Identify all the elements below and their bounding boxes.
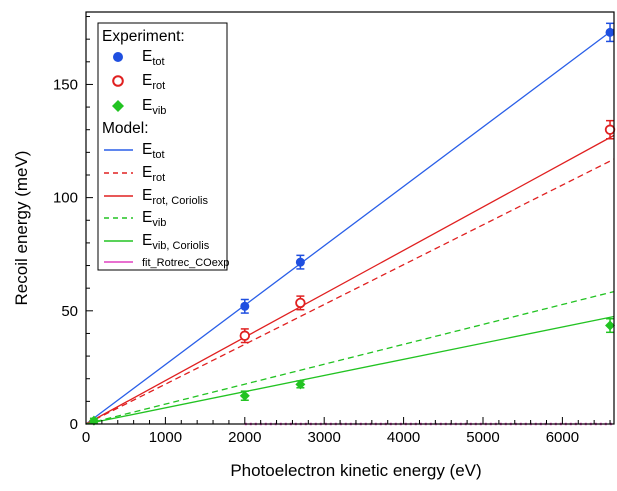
- y-tick-label: 150: [53, 76, 78, 93]
- legend-sample-0: [113, 52, 123, 62]
- model-line-0: [85, 28, 615, 425]
- y-tick-label: 100: [53, 190, 78, 207]
- marker-open-circle: [239, 330, 250, 341]
- x-tick-label: 6000: [546, 429, 579, 446]
- y-tick-label: 50: [61, 303, 78, 320]
- x-tick-label: 5000: [466, 429, 499, 446]
- legend-sample-1: [112, 75, 124, 87]
- axes: 0 1000 2000 3000 4000 5000 6000 0 50 100 150: [53, 11, 615, 446]
- legend-experiment-header: Experiment:: [102, 28, 185, 45]
- data-point-1-1: [295, 295, 306, 311]
- legend-label-6: Evib: [142, 209, 166, 229]
- data-point-2-3: [605, 317, 616, 334]
- marker-filled-diamond: [295, 379, 306, 390]
- x-tick-label: 1000: [149, 429, 182, 446]
- legend-model-header: Model:: [102, 120, 149, 137]
- model-line-4: [85, 315, 615, 425]
- marker-filled-diamond: [88, 415, 99, 426]
- legend-sample-2: [112, 100, 124, 112]
- legend-box: [97, 22, 228, 271]
- marker-filled-diamond: [605, 320, 616, 331]
- marker-filled-diamond: [239, 390, 250, 401]
- legend-label-5: Erot, Coriolis: [142, 187, 208, 207]
- legend-label-1: Erot: [142, 72, 165, 92]
- legend-label-2: Evib: [142, 97, 166, 117]
- data-point-2-2: [295, 379, 306, 390]
- marker-filled-circle: [240, 301, 250, 311]
- experiment-markers: [88, 22, 616, 426]
- model-line-2: [85, 134, 615, 425]
- data-point-0-2: [605, 22, 615, 43]
- legend-label-7: Evib, Coriolis: [142, 232, 210, 252]
- y-tick-label: 0: [70, 416, 78, 433]
- legend-label-4: Erot: [142, 164, 165, 184]
- legend-label-0: Etot: [142, 48, 165, 68]
- marker-open-circle: [295, 297, 306, 309]
- data-point-0-0: [240, 298, 250, 314]
- y-axis-label: Recoil energy (meV): [12, 151, 31, 306]
- marker-filled-circle: [605, 27, 615, 37]
- data-point-2-0: [88, 415, 99, 426]
- legend-label-8: fit_Rotrec_COexp: [142, 257, 229, 269]
- data-point-1-0: [239, 328, 250, 344]
- legend-label-3: Etot: [142, 141, 165, 161]
- x-tick-label: 2000: [228, 429, 261, 446]
- plot-frame: [85, 11, 615, 425]
- model-line-3: [85, 290, 615, 425]
- x-tick-label: 3000: [308, 429, 341, 446]
- data-point-1-2: [604, 119, 616, 140]
- x-tick-label: 0: [82, 429, 90, 446]
- marker-open-circle: [604, 124, 616, 135]
- legend: Experiment: Etot Erot Evib Model: Etot Erot Ero…: [97, 22, 229, 271]
- x-tick-label: 4000: [387, 429, 420, 446]
- model-line-1: [85, 158, 615, 425]
- data-point-0-1: [295, 254, 305, 270]
- data-point-2-1: [239, 390, 250, 401]
- marker-filled-circle: [295, 257, 305, 267]
- x-axis-label: Photoelectron kinetic energy (eV): [230, 461, 481, 480]
